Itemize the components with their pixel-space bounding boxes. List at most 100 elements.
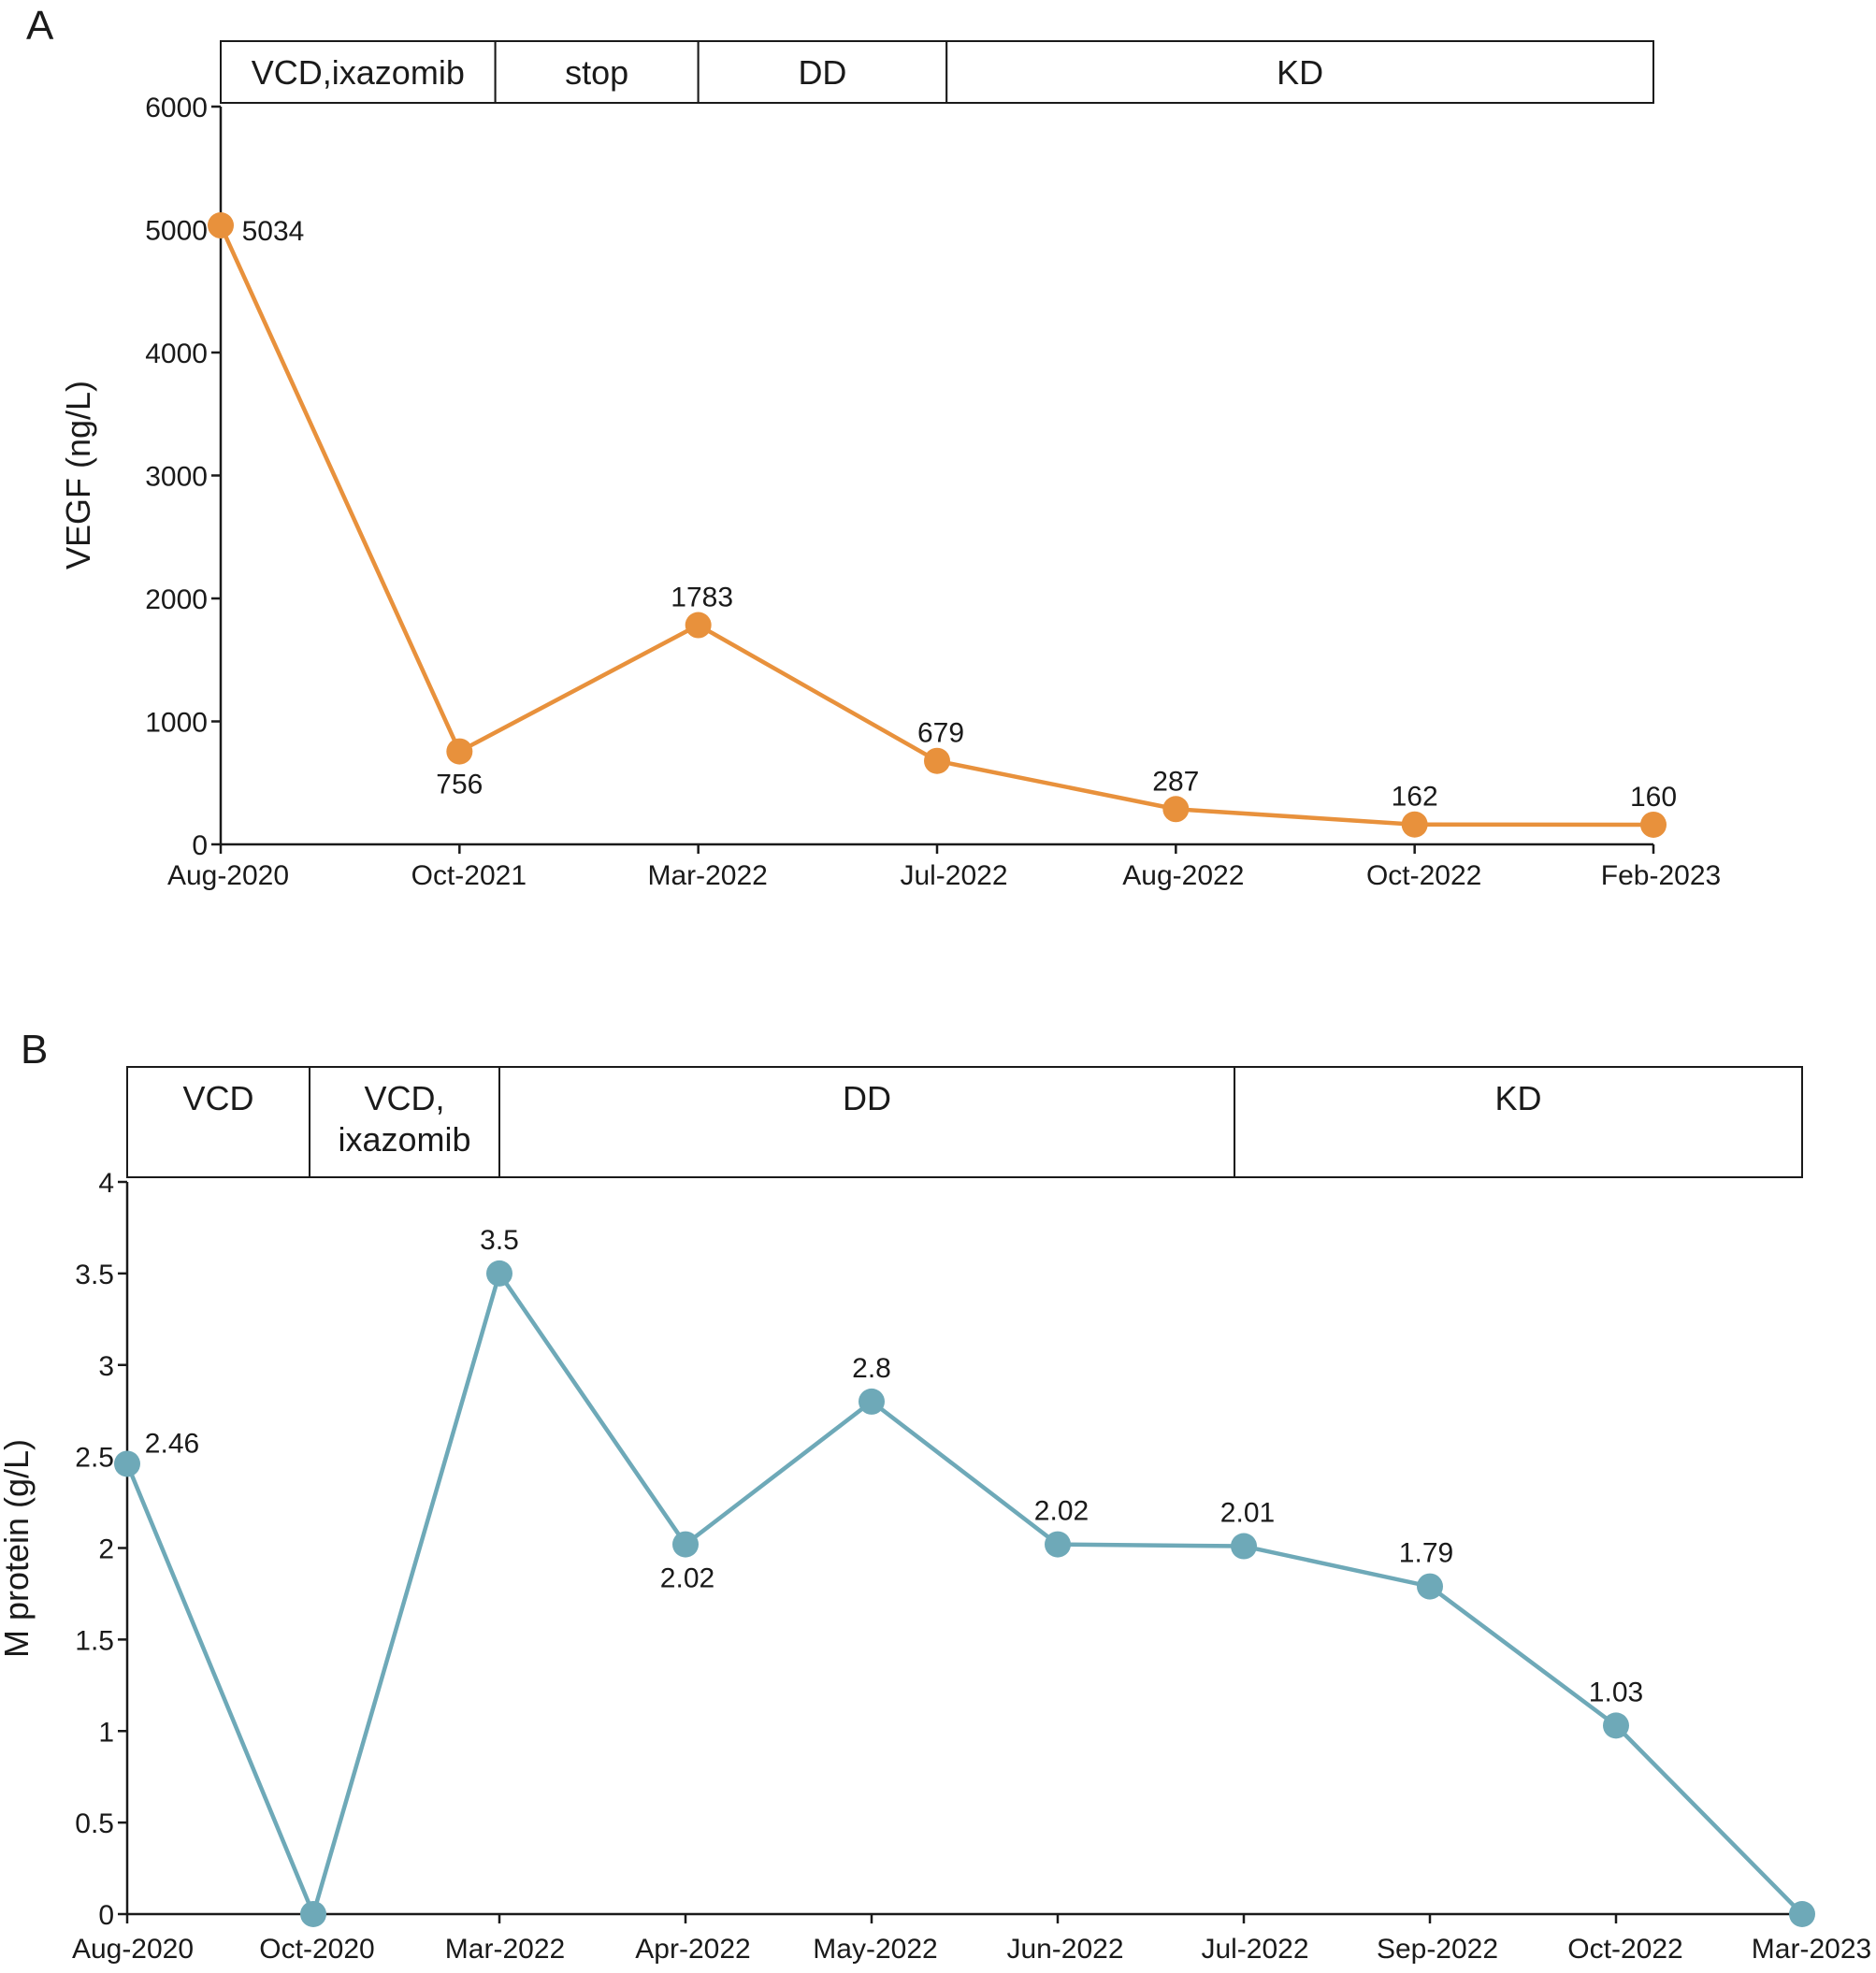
- x-tick-label: Apr-2022: [635, 1934, 750, 1965]
- treatment-band-box: [220, 40, 497, 104]
- treatment-band-label: stop: [565, 53, 628, 92]
- treatment-band: VCD,ixazomib: [220, 40, 497, 104]
- x-tick-label: Jul-2022: [1201, 1934, 1308, 1965]
- treatment-band-label: VCD,ixazomib: [252, 53, 465, 92]
- treatment-band-label: KD: [1495, 1079, 1542, 1117]
- data-label: 2.02: [660, 1563, 714, 1594]
- x-tick-label: Mar-2023: [1752, 1934, 1871, 1965]
- y-axis-title: VEGF (ng/L): [59, 381, 97, 569]
- data-label: 756: [436, 770, 483, 800]
- x-tick-label: Aug-2020: [167, 860, 289, 891]
- data-point: [685, 612, 712, 639]
- y-tick-label: 3000: [145, 462, 208, 493]
- y-tick-label: 2.5: [75, 1443, 114, 1474]
- x-tick-label: Mar-2022: [647, 860, 767, 891]
- data-point: [1417, 1573, 1443, 1600]
- y-tick-label: 1000: [145, 708, 208, 739]
- x-tick-label: Aug-2022: [1122, 860, 1244, 891]
- treatment-band-box: [309, 1066, 500, 1178]
- data-label: 5034: [242, 216, 305, 247]
- data-point: [1401, 811, 1428, 838]
- x-tick-label: Aug-2020: [72, 1934, 194, 1965]
- panel-a-vegf-chart: A VCD,ixazomib stop DD KD 0 1000 2000 3000 4000 50…: [26, 3, 1721, 891]
- y-tick-label: 2: [98, 1534, 114, 1565]
- y-tick-label: 4000: [145, 338, 208, 369]
- treatment-band: VCD: [126, 1066, 311, 1178]
- data-label: 160: [1630, 782, 1677, 813]
- treatment-band: stop: [494, 40, 700, 104]
- treatment-band-box: [494, 40, 700, 104]
- treatment-band: KD: [945, 40, 1654, 104]
- y-tick-label: 3.5: [75, 1260, 114, 1290]
- x-tick-label: Oct-2022: [1567, 1934, 1682, 1965]
- data-label: 287: [1152, 766, 1199, 797]
- data-label: 1.79: [1399, 1538, 1453, 1569]
- panel-letter: A: [26, 3, 54, 49]
- treatment-band: VCD,ixazomib: [309, 1066, 500, 1178]
- data-label: 679: [917, 718, 964, 749]
- y-tick-label: 3: [98, 1351, 114, 1382]
- data-point: [1789, 1901, 1815, 1927]
- treatment-band-label: VCD: [183, 1079, 254, 1117]
- data-point: [1231, 1533, 1257, 1560]
- data-point: [924, 747, 950, 774]
- treatment-band-label: VCD,ixazomib: [338, 1079, 470, 1159]
- treatment-band-box: [1234, 1066, 1804, 1178]
- panel-b-m-protein-chart: B VCD VCD, ixazomib DD KD 0 0.5 1 1.5 2 2.5 3 3.5 4 Aug…: [0, 1027, 1871, 1965]
- data-point: [1045, 1531, 1071, 1558]
- treatment-band-box: [498, 1066, 1236, 1178]
- treatment-band-label: KD: [1277, 53, 1323, 92]
- data-point: [1603, 1712, 1629, 1739]
- y-tick-label: 0: [192, 830, 208, 861]
- x-tick-label: Oct-2022: [1366, 860, 1481, 891]
- treatment-band-label-line: VCD,: [365, 1079, 445, 1117]
- treatment-band: DD: [498, 1066, 1236, 1178]
- data-point: [1640, 811, 1667, 838]
- treatment-band-label-line: KD: [1495, 1079, 1542, 1117]
- data-point: [446, 738, 473, 765]
- x-tick-label: Jul-2022: [900, 860, 1007, 891]
- x-tick-label: Mar-2022: [445, 1934, 565, 1965]
- y-tick-label: 4: [98, 1168, 114, 1199]
- data-label: 2.02: [1034, 1496, 1089, 1527]
- y-tick-label: 1.5: [75, 1625, 114, 1656]
- treatment-band: KD: [1234, 1066, 1804, 1178]
- y-tick-label: 2000: [145, 584, 208, 615]
- series-line: [124, 1271, 1804, 1917]
- treatment-band-label-line: stop: [565, 53, 628, 92]
- data-label: 2.8: [852, 1353, 891, 1384]
- data-label: 1783: [671, 583, 733, 613]
- data-point: [114, 1450, 140, 1477]
- y-tick-label: 1: [98, 1717, 114, 1748]
- data-point: [208, 212, 234, 239]
- treatment-band-label-line: ixazomib: [338, 1120, 470, 1159]
- data-label: 1.03: [1589, 1677, 1643, 1707]
- treatment-band: DD: [697, 40, 948, 104]
- data-point: [300, 1901, 326, 1927]
- x-tick-label: Jun-2022: [1006, 1934, 1123, 1965]
- y-tick-label: 0.5: [75, 1808, 114, 1839]
- treatment-band-box: [697, 40, 948, 104]
- x-tick-label: May-2022: [813, 1934, 937, 1965]
- y-axis-title: M protein (g/L): [0, 1439, 36, 1658]
- treatment-band-label-line: DD: [843, 1079, 891, 1117]
- panel-letter: B: [21, 1027, 48, 1073]
- y-tick-label: 0: [98, 1900, 114, 1931]
- treatment-band-label-line: VCD,ixazomib: [252, 53, 465, 92]
- data-label: 162: [1392, 782, 1438, 813]
- treatment-band-box: [945, 40, 1654, 104]
- y-tick-label: 6000: [145, 93, 208, 123]
- data-point: [486, 1260, 512, 1287]
- treatment-band-label-line: VCD: [183, 1079, 254, 1117]
- treatment-band-label-line: KD: [1277, 53, 1323, 92]
- treatment-band-label-line: DD: [798, 53, 846, 92]
- x-tick-label: Sep-2022: [1377, 1934, 1498, 1965]
- data-point: [672, 1531, 699, 1558]
- treatment-band-label: DD: [843, 1079, 891, 1117]
- treatment-band-label: DD: [798, 53, 846, 92]
- y-tick-label: 5000: [145, 216, 208, 247]
- data-label: 3.5: [480, 1225, 519, 1256]
- x-tick-label: Oct-2021: [411, 860, 527, 891]
- data-point: [859, 1388, 885, 1415]
